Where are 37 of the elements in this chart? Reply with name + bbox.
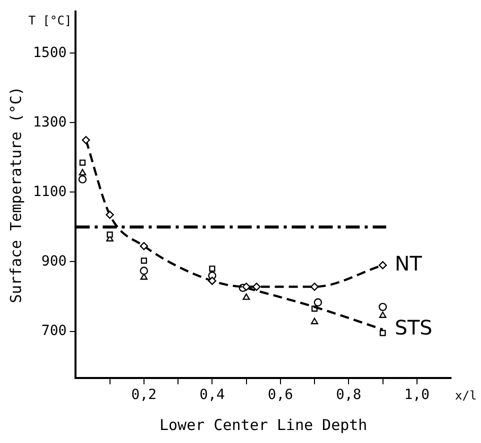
point: [106, 210, 114, 219]
point: [379, 312, 386, 318]
point: [82, 136, 90, 144]
x-axis-title: Lower Center Line Depth: [160, 416, 368, 434]
point: [140, 242, 148, 250]
x-tick-label: 0,6: [268, 387, 294, 404]
x-tick-label: 0,4: [200, 387, 225, 404]
point: [209, 266, 216, 272]
y-tick-label: 700: [41, 322, 67, 339]
series-label: NT: [394, 251, 423, 276]
point: [79, 160, 86, 166]
point: [78, 175, 87, 184]
y-tick-label: 900: [41, 253, 67, 270]
text: x/l: [455, 388, 477, 402]
x-tick-label: 0,2: [131, 387, 157, 404]
y-tick-label: 1500: [32, 44, 67, 61]
point: [310, 318, 318, 324]
point: [380, 330, 386, 336]
x-tick-label: 1,0: [404, 387, 430, 404]
text: T [°C]: [28, 14, 72, 28]
point: [314, 298, 322, 307]
point: [242, 282, 250, 291]
point: [140, 258, 148, 264]
y-tick-label: 1300: [32, 114, 67, 130]
point: [106, 232, 113, 238]
y-axis-title: Surface Temperature (°C): [6, 86, 25, 304]
point: [252, 282, 261, 291]
y-tick-label: 1100: [32, 184, 67, 200]
point: [378, 261, 387, 270]
point: [78, 168, 86, 176]
point: [242, 293, 250, 300]
point: [310, 282, 319, 291]
series-label: STS: [394, 316, 432, 340]
point: [140, 266, 148, 275]
point: [378, 302, 387, 312]
point: [208, 276, 216, 285]
x-tick-label: 0,8: [336, 387, 362, 404]
